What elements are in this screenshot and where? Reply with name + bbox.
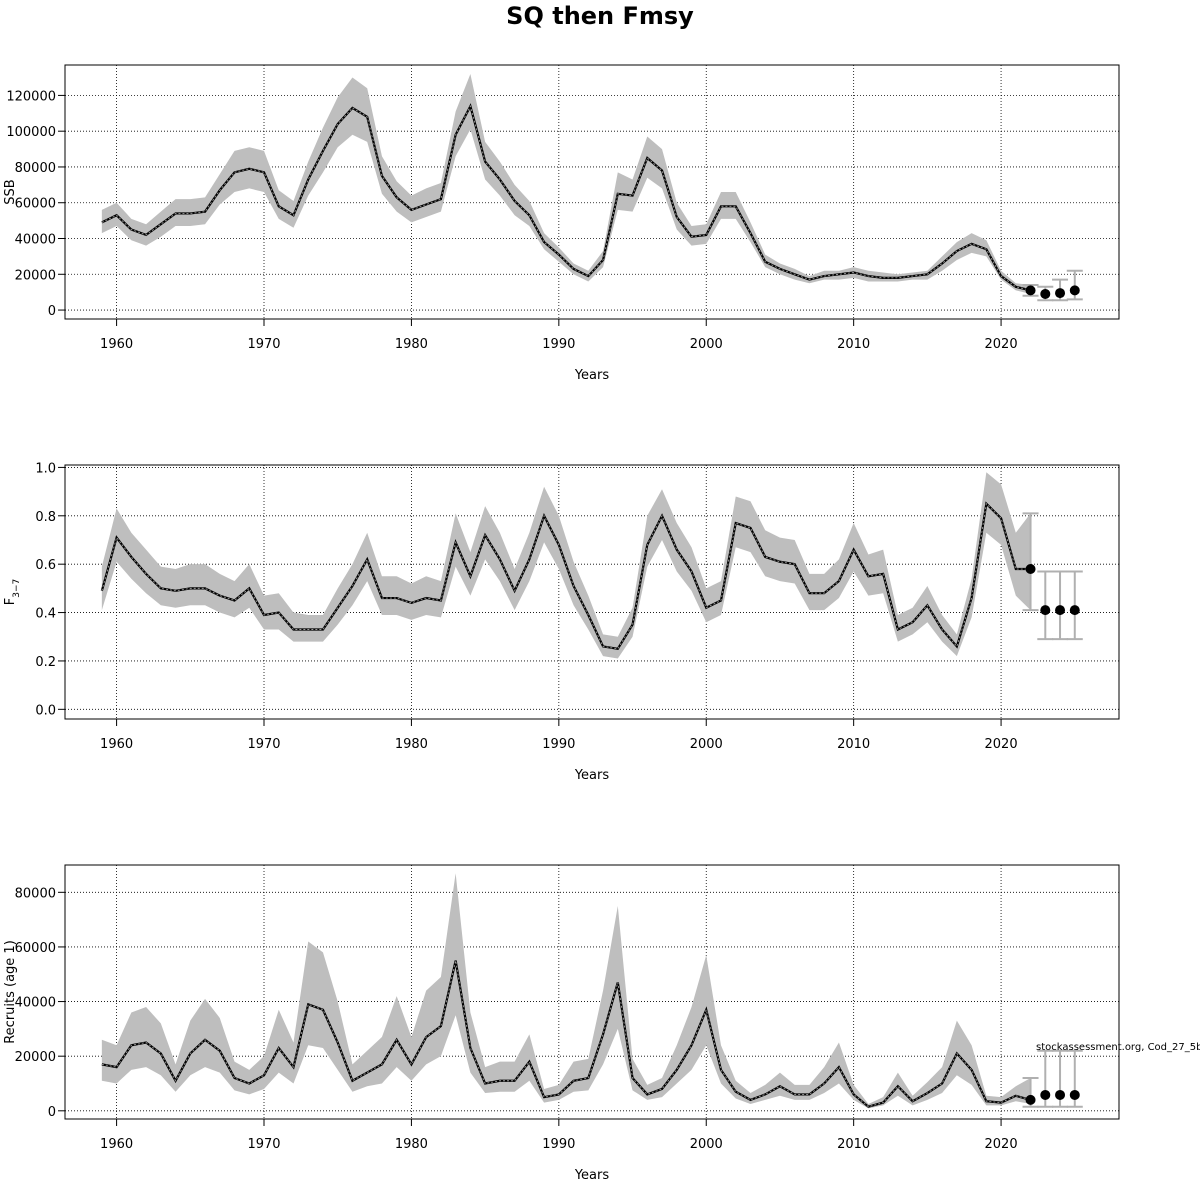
y-tick-label: 80000 <box>15 161 56 176</box>
y-tick-label: 0.0 <box>35 703 56 718</box>
y-tick-label: 0.4 <box>35 607 56 622</box>
estimate-line-dots <box>101 502 1031 650</box>
x-tick-label: 1980 <box>395 1137 428 1152</box>
y-tick-label: 80000 <box>15 886 56 901</box>
y-axis-label-subscript: 3−7 <box>12 579 22 598</box>
x-tick-label: 1980 <box>395 337 428 352</box>
x-tick-label: 2010 <box>837 1137 870 1152</box>
y-tick-label: 0.8 <box>35 510 56 525</box>
panel-fbar: 1960 1970 1980 1990 2000 2010 2020 0.0 0.2 0.4 0.6… <box>3 461 1120 783</box>
x-tick-label: 2000 <box>690 337 723 352</box>
chart-panels: 1960 1970 1980 1990 2000 2010 2020020000400006… <box>3 64 1120 1183</box>
x-tick-label: 2020 <box>985 337 1018 352</box>
y-tick-label: 20000 <box>15 268 56 283</box>
x-axis-label: Years <box>574 1168 610 1183</box>
forecast-point <box>1025 564 1036 575</box>
y-tick-label: 0.2 <box>35 655 56 670</box>
forecast-point <box>1025 285 1036 296</box>
x-tick-label: 2010 <box>837 337 870 352</box>
y-tick-label: 20000 <box>15 1050 56 1065</box>
y-tick-label: 60000 <box>15 197 56 212</box>
y-tick-label: 40000 <box>15 233 56 248</box>
panel-ssb: 1960 1970 1980 1990 2000 2010 2020 0 20000 40000 6… <box>3 64 1120 383</box>
x-tick-label: 1990 <box>542 1137 575 1152</box>
x-axis-label: Years <box>574 768 610 783</box>
y-axis-label: SSB <box>3 179 18 204</box>
estimate-line-dots <box>101 960 1031 1108</box>
x-tick-label: 1960 <box>100 337 133 352</box>
x-tick-label: 1970 <box>247 337 280 352</box>
plot-frame <box>64 64 1120 320</box>
y-tick-label: 120000 <box>6 89 56 104</box>
credit-note: stockassessment.org, Cod_27_5b <box>1036 1042 1200 1053</box>
forecast-point <box>1069 1089 1080 1100</box>
confidence-band <box>101 873 1031 1109</box>
y-tick-label: 0 <box>48 304 56 319</box>
y-tick-label: 40000 <box>15 996 56 1011</box>
x-tick-label: 1970 <box>247 737 280 752</box>
y-axis-label: Recruits (age 1) <box>3 940 18 1044</box>
y-tick-label: 0.6 <box>35 558 56 573</box>
plot-frame <box>64 864 1120 1120</box>
forecast-point <box>1069 285 1080 296</box>
plot-frame <box>64 464 1120 720</box>
x-tick-label: 1990 <box>542 737 575 752</box>
y-tick-label: 100000 <box>6 125 56 140</box>
forecast-point <box>1040 605 1051 616</box>
forecast-point <box>1025 1094 1036 1105</box>
panel-recruits: 1960 1970 1980 1990 2000 2010 2020 0 20000 40000 6… <box>3 864 1120 1183</box>
x-tick-label: 2010 <box>837 737 870 752</box>
x-tick-label: 1970 <box>247 1137 280 1152</box>
x-tick-label: 2020 <box>985 1137 1018 1152</box>
forecast-point <box>1069 605 1080 616</box>
x-axis-label: Years <box>574 368 610 383</box>
forecast-point <box>1055 1089 1066 1100</box>
x-tick-label: 2000 <box>690 737 723 752</box>
estimate-line-dots <box>101 104 1031 291</box>
x-tick-label: 1990 <box>542 337 575 352</box>
forecast-point <box>1040 1089 1051 1100</box>
estimate-line <box>101 103 1031 292</box>
y-tick-label: 60000 <box>15 941 56 956</box>
y-axis-label: F3−7 <box>3 579 22 605</box>
forecast-point <box>1055 288 1066 299</box>
forecast-point <box>1040 288 1051 299</box>
x-tick-label: 1960 <box>100 737 133 752</box>
x-tick-label: 1980 <box>395 737 428 752</box>
x-tick-label: 1960 <box>100 1137 133 1152</box>
x-tick-label: 2000 <box>690 1137 723 1152</box>
figure-title: SQ then Fmsy <box>506 2 694 30</box>
y-tick-label: 1.0 <box>35 461 56 476</box>
y-tick-label: 0 <box>48 1105 56 1120</box>
forecast-point <box>1055 605 1066 616</box>
x-tick-label: 2020 <box>985 737 1018 752</box>
